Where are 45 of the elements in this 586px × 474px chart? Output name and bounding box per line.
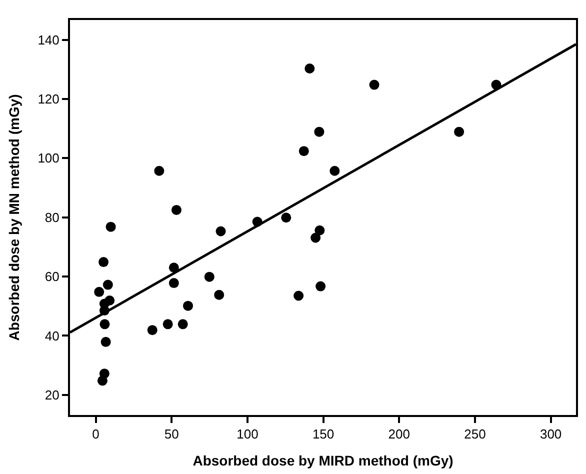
x-tick-label: 50 [164,426,179,442]
point [294,290,304,301]
point [183,300,194,311]
point [102,280,113,290]
point [154,166,164,176]
y-tick-label: 120 [38,92,60,107]
point [168,262,179,273]
point [162,319,173,330]
point [97,376,108,386]
y-tick-label: 80 [44,210,60,225]
point [298,146,309,156]
x-tick-label: 150 [312,426,334,442]
y-tick-label: 100 [38,150,60,166]
point [369,80,380,90]
point [216,226,226,236]
point [204,272,214,282]
y-tick-label: 40 [44,328,60,344]
point [106,222,116,232]
x-tick-label: 250 [464,426,486,442]
point [214,290,224,300]
point [171,204,182,215]
y-tick-label: 140 [38,32,60,48]
y-tick-label: 20 [44,387,60,402]
y-tick-label: 60 [44,269,60,284]
point [100,336,111,347]
point [314,225,325,236]
point [168,278,179,288]
point [147,325,158,336]
point [330,166,340,176]
point [178,319,188,330]
y-axis-title: Absorbed dose by MN method (mGy) [6,94,22,341]
point [314,126,324,137]
x-tick-label: 0 [92,426,100,442]
point [316,281,326,292]
x-tick-label: 100 [236,426,258,442]
x-tick-label: 200 [388,426,410,442]
x-axis-title: Absorbed dose by MIRD method (mGy) [192,452,454,468]
point [100,319,110,330]
point [94,286,104,297]
point [281,212,292,223]
point [98,257,109,268]
point [310,232,321,243]
point [454,126,464,137]
point [304,64,315,74]
x-tick-label: 300 [540,426,562,442]
